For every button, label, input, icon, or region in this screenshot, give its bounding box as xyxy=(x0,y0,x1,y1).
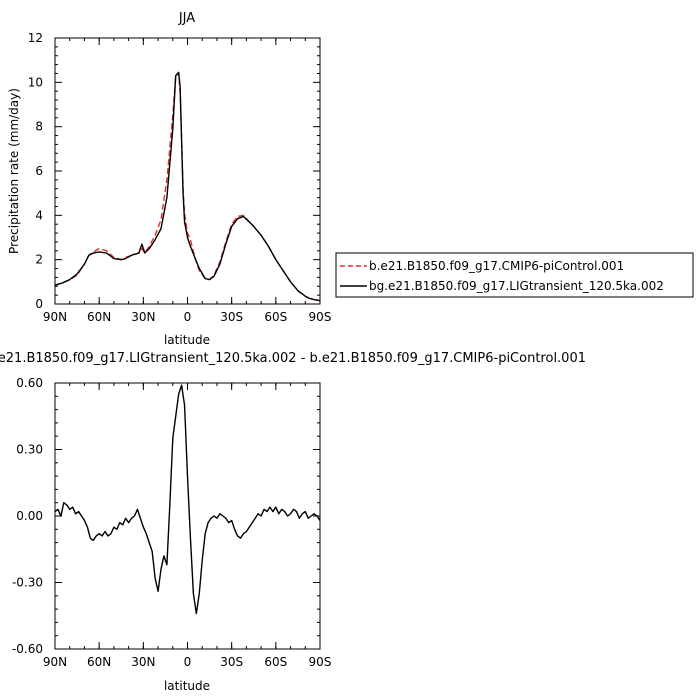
bottom-chart-y-tick-label: 0.00 xyxy=(16,509,43,523)
top-chart-x-tick-label: 60S xyxy=(264,310,287,324)
top-chart-x-tick-label: 90N xyxy=(43,310,67,324)
top-chart-x-tick-label: 30S xyxy=(220,310,243,324)
bottom-chart-x-tick-label: 60S xyxy=(264,655,287,669)
bottom-chart-x-tick-label: 60N xyxy=(87,655,111,669)
top-chart-x-tick-label: 60N xyxy=(87,310,111,324)
top-chart-x-axis-label: latitude xyxy=(164,333,210,347)
top-chart-y-tick-label: 6 xyxy=(35,164,43,178)
bottom-chart-title: bg.e21.B1850.f09_g17.LIGtransient_120.5k… xyxy=(0,351,586,366)
bottom-chart-x-axis-label: latitude xyxy=(164,679,210,693)
legend-label-LIGtransient: bg.e21.B1850.f09_g17.LIGtransient_120.5k… xyxy=(369,279,664,293)
bottom-chart: bg.e21.B1850.f09_g17.LIGtransient_120.5k… xyxy=(0,351,586,693)
top-chart-series xyxy=(54,71,321,302)
bottom-chart-y-tick-label: -0.60 xyxy=(12,642,43,656)
bottom-chart-x-tick-label: 0 xyxy=(184,655,192,669)
bottom-chart-y-tick-label: 0.60 xyxy=(16,376,43,390)
top-chart-series-line-1 xyxy=(54,71,321,302)
top-chart-y-tick-label: 2 xyxy=(35,253,43,267)
bottom-chart-x-tick-label: 30S xyxy=(220,655,243,669)
legend-label-piControl: b.e21.B1850.f09_g17.CMIP6-piControl.001 xyxy=(369,259,624,273)
top-chart-y-tick-label: 4 xyxy=(35,208,43,222)
top-chart-x-tick-label: 90S xyxy=(309,310,332,324)
bottom-chart-series xyxy=(54,384,321,615)
top-chart-ticks: 90N 60N 30N 0 30S 60S 90S 0 2 4 6 8 10 12 xyxy=(28,31,332,324)
top-chart-x-tick-label: 30N xyxy=(131,310,155,324)
bottom-chart-x-tick-label: 90N xyxy=(43,655,67,669)
bottom-chart-y-tick-label: -0.30 xyxy=(12,576,43,590)
top-chart-y-tick-label: 8 xyxy=(35,120,43,134)
top-chart-y-tick-label: 10 xyxy=(28,75,43,89)
bottom-chart-x-tick-label: 90S xyxy=(309,655,332,669)
top-chart: JJA Precipitation rate (mm/day) latitude… xyxy=(7,11,694,347)
top-chart-y-axis-label: Precipitation rate (mm/day) xyxy=(7,88,21,254)
top-chart-frame xyxy=(54,37,321,305)
top-chart-legend: b.e21.B1850.f09_g17.CMIP6-piControl.001 … xyxy=(335,252,694,298)
bottom-chart-series-line-0 xyxy=(54,384,321,615)
bottom-chart-frame xyxy=(54,382,321,650)
top-chart-x-tick-label: 0 xyxy=(184,310,192,324)
bottom-chart-x-tick-label: 30N xyxy=(131,655,155,669)
bottom-chart-ticks: 90N 60N 30N 0 30S 60S 90S -0.60 -0.30 0.00 0.30 0.6… xyxy=(12,376,332,669)
legend-box xyxy=(335,252,694,298)
bottom-chart-y-tick-label: 0.30 xyxy=(16,443,43,457)
top-chart-y-tick-label: 0 xyxy=(35,297,43,311)
top-chart-y-tick-label: 12 xyxy=(28,31,43,45)
top-chart-title: JJA xyxy=(178,11,195,26)
